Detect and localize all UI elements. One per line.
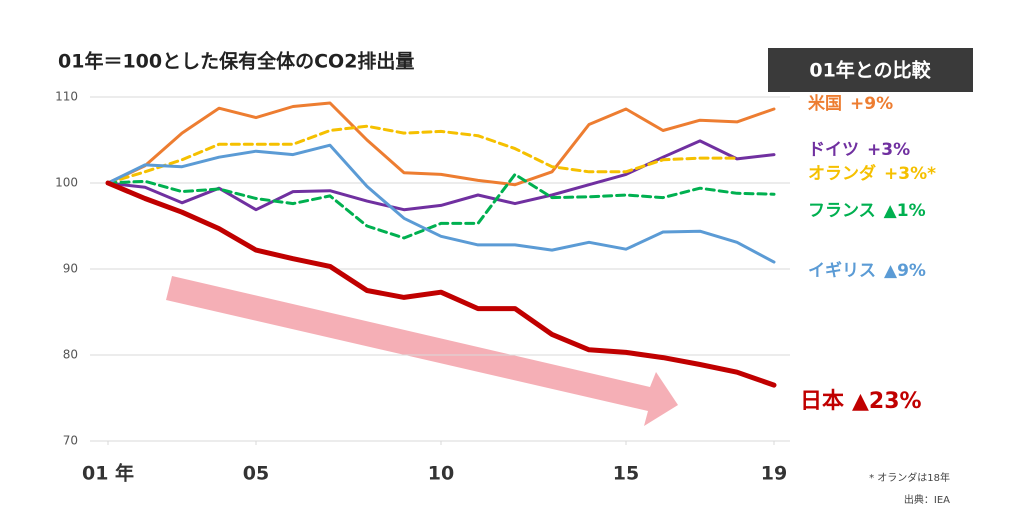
series-change: +3%* (884, 164, 936, 184)
series-name: 米国 (808, 93, 842, 114)
y-tick-label: 80 (63, 348, 78, 362)
series-name: 日本 (800, 389, 844, 414)
y-tick-label: 110 (55, 90, 78, 104)
x-tick-label: 10 (428, 463, 454, 485)
series-change: ▲1% (884, 201, 926, 221)
y-tick-label: 90 (63, 262, 78, 276)
x-tick-label: 01 年 (82, 462, 134, 485)
series-label: フランス ▲1% (808, 201, 926, 221)
chart-title: 01年＝100とした保有全体のCO2排出量 (58, 50, 414, 73)
series-line (105, 180, 777, 388)
series-line (106, 124, 739, 185)
y-tick-label: 100 (55, 176, 78, 190)
x-tick-label: 15 (613, 463, 639, 485)
x-tick-label: 19 (761, 463, 787, 485)
series-label: 米国 +9% (808, 93, 893, 114)
trend-arrow (166, 276, 678, 426)
series-label: ドイツ +3% (808, 140, 910, 160)
series-label: イギリス ▲9% (808, 261, 926, 281)
series-name: ドイツ (808, 140, 859, 160)
footnote: * オランダは18年 (869, 471, 950, 484)
series-change: ▲9% (884, 261, 926, 281)
series-name: フランス (808, 201, 876, 221)
badge-box (768, 48, 973, 92)
series-name: オランダ (808, 163, 876, 184)
series-change: +3% (867, 140, 910, 160)
series-line (106, 143, 776, 264)
series-label: オランダ +3%* (808, 163, 936, 184)
x-tick-label: 05 (243, 463, 269, 485)
badge: 01年との比較 (809, 59, 931, 82)
y-tick-label: 70 (63, 434, 78, 448)
series-label: 日本 ▲23% (800, 389, 922, 414)
series-name: イギリス (808, 261, 876, 281)
footnote: 出典：IEA (904, 493, 950, 506)
series-line (106, 101, 776, 187)
series-change: +9% (850, 94, 893, 114)
series-change: ▲23% (852, 389, 922, 414)
series-line (106, 172, 776, 240)
